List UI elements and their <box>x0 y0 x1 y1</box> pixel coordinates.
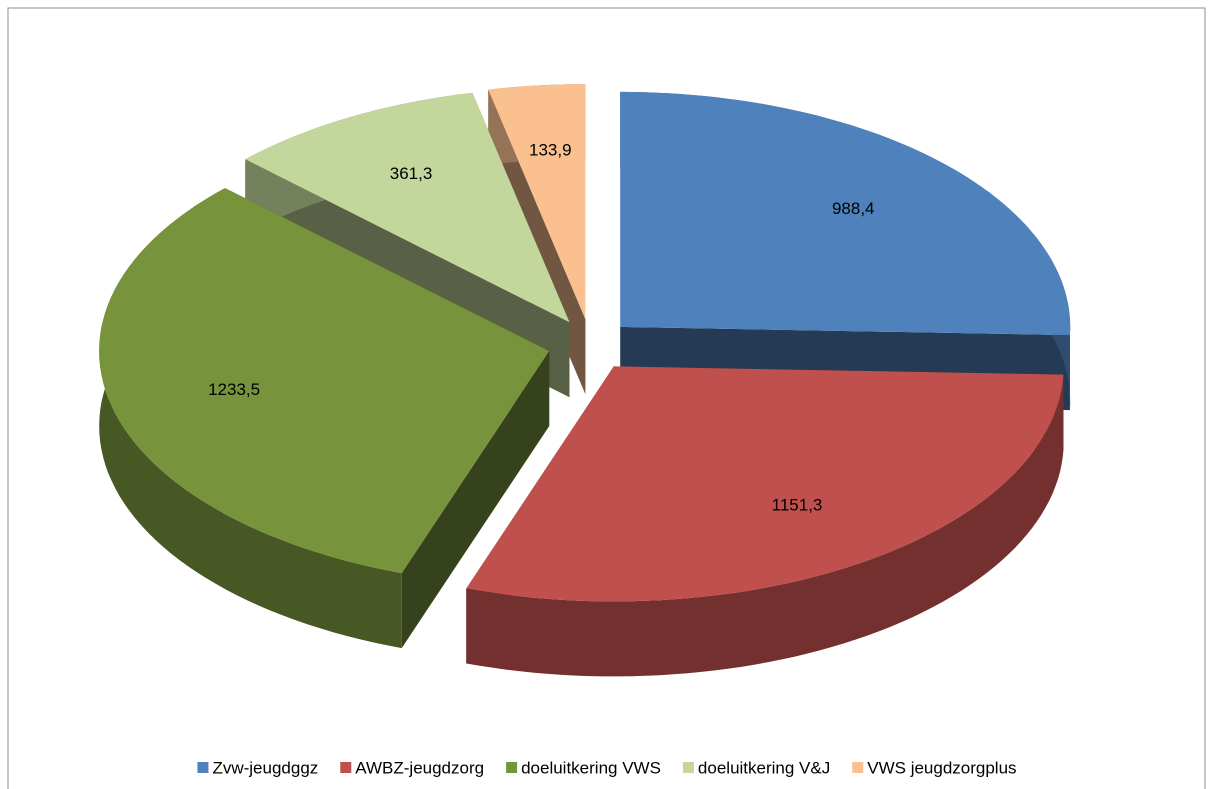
legend-label: doeluitkering VWS <box>521 758 661 777</box>
data-label: 1233,5 <box>208 380 260 399</box>
data-label: 133,9 <box>529 140 572 159</box>
legend-swatch <box>506 762 518 773</box>
legend-swatch <box>340 762 352 773</box>
slice-wall <box>466 374 1064 677</box>
data-label: 988,4 <box>832 199 875 218</box>
legend-swatch <box>852 762 864 773</box>
legend-swatch <box>682 762 694 773</box>
slice-wall <box>99 188 402 649</box>
legend-swatch <box>197 762 209 773</box>
slice <box>620 91 1071 336</box>
legend-label: doeluitkering V&J <box>698 758 830 777</box>
slice-side <box>401 351 550 649</box>
pie <box>99 84 1071 677</box>
slice <box>466 366 1064 602</box>
legend-label: Zvw-jeugdggz <box>212 758 318 777</box>
slice <box>488 84 586 320</box>
legend-label: VWS jeugdzorgplus <box>867 758 1016 777</box>
data-label: 361,3 <box>390 164 433 183</box>
legend-label: AWBZ-jeugdzorg <box>355 758 484 777</box>
slice <box>245 92 570 323</box>
slice <box>99 188 550 574</box>
legend: Zvw-jeugdggz AWBZ-jeugdzorg doeluitkering … <box>197 758 1017 777</box>
data-label: 1151,3 <box>772 495 823 514</box>
